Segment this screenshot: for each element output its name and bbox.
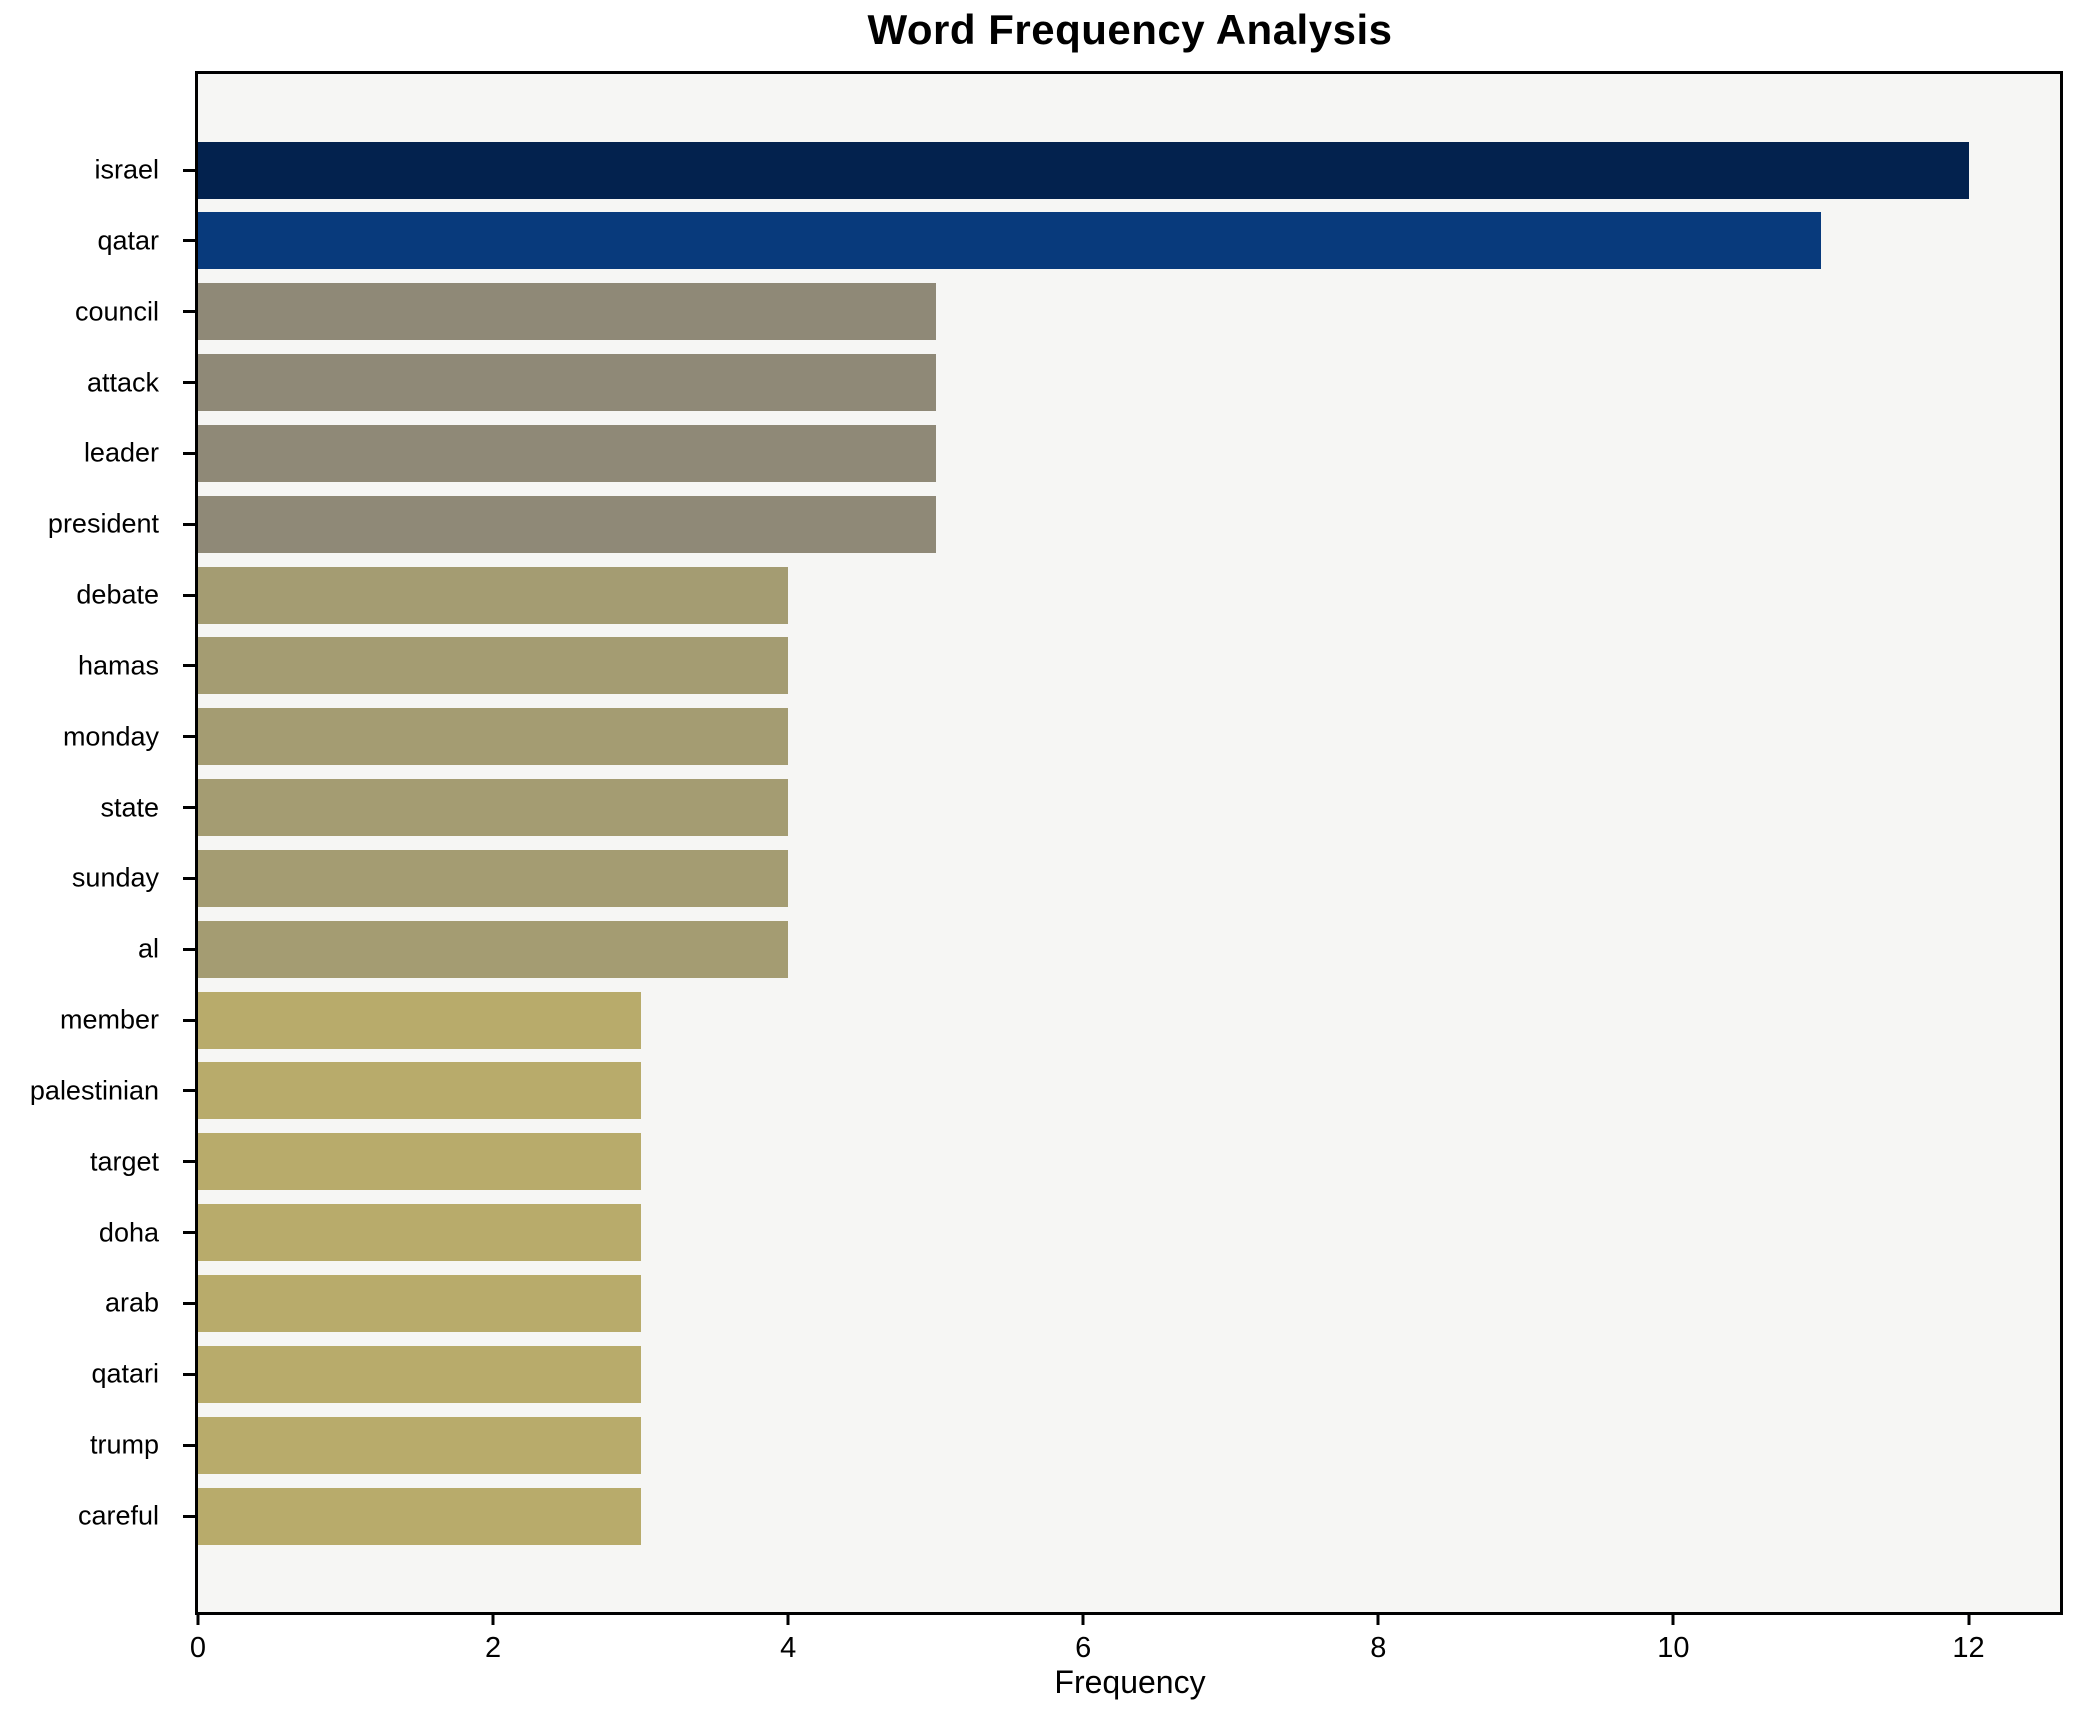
ytick-mark-member <box>183 1018 195 1022</box>
xtick-label-8: 8 <box>1370 1632 1387 1664</box>
ytick-label-trump: trump <box>89 1429 159 1460</box>
bar-israel <box>198 141 1969 199</box>
bar-council <box>198 283 936 341</box>
ytick-mark-trump <box>183 1443 195 1447</box>
bar-qatari <box>198 1345 641 1403</box>
x-axis-label: Frequency <box>1054 1664 1206 1700</box>
ytick-label-careful: careful <box>77 1500 159 1531</box>
ytick-mark-hamas <box>183 664 195 668</box>
x-axis: 0 2 4 6 8 10 12 <box>190 1612 2060 1692</box>
ytick-mark-sunday <box>183 876 195 880</box>
bar-target <box>198 1133 641 1191</box>
plot-area <box>195 71 2063 1615</box>
ytick-mark-qatari <box>183 1372 195 1376</box>
ytick-label-hamas: hamas <box>77 650 159 681</box>
ytick-label-monday: monday <box>62 721 159 752</box>
ytick-label-debate: debate <box>76 579 159 610</box>
bar-doha <box>198 1204 641 1262</box>
bar-qatar <box>198 212 1821 270</box>
bar-state <box>198 779 789 837</box>
bar-sunday <box>198 849 789 907</box>
bar-trump <box>198 1416 641 1474</box>
bar-member <box>198 991 641 1049</box>
ytick-mark-president <box>183 522 195 526</box>
bar-al <box>198 920 789 978</box>
chart-title: Word Frequency Analysis <box>867 6 1393 53</box>
ytick-label-arab: arab <box>104 1287 159 1318</box>
ytick-label-sunday: sunday <box>71 862 159 893</box>
ytick-mark-al <box>183 947 195 951</box>
ytick-mark-leader <box>183 451 195 455</box>
bar-debate <box>198 566 789 624</box>
bar-palestinian <box>198 1062 641 1120</box>
bar-president <box>198 495 936 553</box>
ytick-mark-doha <box>183 1231 195 1235</box>
ytick-label-president: president <box>47 508 159 539</box>
ytick-mark-monday <box>183 735 195 739</box>
xtick-label-2: 2 <box>485 1632 502 1664</box>
ytick-label-council: council <box>74 296 159 327</box>
bar-leader <box>198 424 936 482</box>
xtick-mark-4 <box>786 1612 790 1625</box>
ytick-label-attack: attack <box>86 367 159 398</box>
ytick-mark-council <box>183 310 195 314</box>
ytick-label-qatar: qatar <box>97 225 159 256</box>
ytick-label-israel: israel <box>94 154 159 185</box>
xtick-label-10: 10 <box>1657 1632 1690 1664</box>
bar-hamas <box>198 637 789 695</box>
ytick-label-palestinian: palestinian <box>29 1075 159 1106</box>
ytick-label-target: target <box>89 1146 159 1177</box>
bar-monday <box>198 708 789 766</box>
ytick-mark-palestinian <box>183 1089 195 1093</box>
xtick-label-12: 12 <box>1952 1632 1985 1664</box>
bar-arab <box>198 1274 641 1332</box>
xtick-mark-6 <box>1081 1612 1085 1625</box>
ytick-mark-qatar <box>183 239 195 243</box>
xtick-mark-8 <box>1376 1612 1380 1625</box>
ytick-mark-target <box>183 1160 195 1164</box>
ytick-mark-arab <box>183 1301 195 1305</box>
xtick-mark-12 <box>1967 1612 1971 1625</box>
ytick-label-state: state <box>100 792 159 823</box>
y-axis: israel qatar council attack leader president d… <box>0 74 195 1612</box>
ytick-mark-israel <box>183 168 195 172</box>
ytick-label-doha: doha <box>98 1217 159 1248</box>
ytick-mark-state <box>183 806 195 810</box>
xtick-mark-2 <box>491 1612 495 1625</box>
xtick-mark-10 <box>1671 1612 1675 1625</box>
ytick-label-qatari: qatari <box>91 1358 159 1389</box>
ytick-mark-attack <box>183 381 195 385</box>
ytick-label-leader: leader <box>83 437 159 468</box>
ytick-label-al: al <box>137 933 159 964</box>
xtick-label-4: 4 <box>780 1632 797 1664</box>
bar-careful <box>198 1487 641 1545</box>
bar-attack <box>198 354 936 412</box>
xtick-mark-0 <box>196 1612 200 1625</box>
xtick-label-6: 6 <box>1075 1632 1092 1664</box>
ytick-mark-debate <box>183 593 195 597</box>
ytick-mark-careful <box>183 1514 195 1518</box>
ytick-label-member: member <box>59 1004 159 1035</box>
xtick-label-0: 0 <box>189 1632 207 1664</box>
